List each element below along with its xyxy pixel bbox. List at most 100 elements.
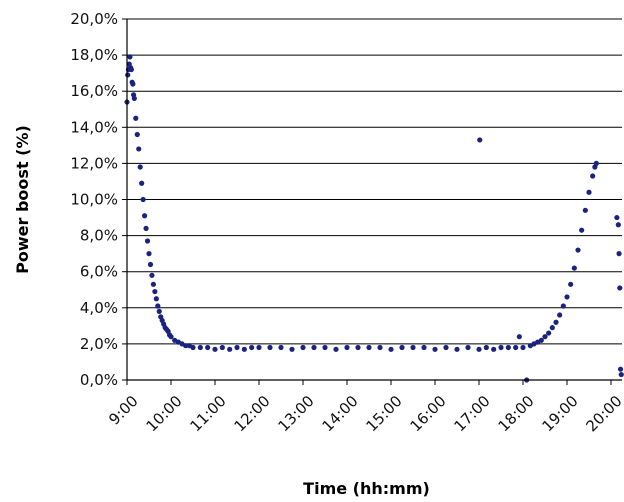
x-tick-label: 12:00: [230, 392, 273, 435]
data-point: [432, 346, 438, 352]
data-point: [483, 344, 489, 351]
data-point: [142, 213, 148, 219]
data-point: [241, 346, 247, 352]
y-tick-label: 16,0%: [70, 82, 118, 100]
data-point: [227, 346, 233, 352]
x-tick-label: 11:00: [186, 392, 229, 435]
data-point: [183, 343, 189, 349]
data-point: [137, 164, 143, 170]
data-point: [212, 346, 218, 352]
data-point: [134, 131, 140, 138]
data-point: [333, 346, 339, 352]
data-point: [615, 222, 621, 228]
data-point: [617, 366, 624, 372]
x-tick-label: 15:00: [362, 392, 405, 435]
data-point: [139, 180, 145, 186]
data-point: [538, 337, 544, 343]
data-point: [491, 346, 497, 352]
x-tick-label: 10:00: [142, 392, 185, 435]
data-point: [476, 346, 482, 352]
data-point: [150, 281, 156, 287]
data-point: [564, 294, 570, 300]
data-point: [147, 261, 154, 268]
data-point: [586, 189, 592, 195]
data-point: [443, 344, 449, 351]
data-point: [143, 225, 149, 231]
x-tick-label: 18:00: [494, 392, 537, 435]
data-point: [575, 247, 581, 253]
data-point: [465, 344, 471, 351]
data-point: [131, 95, 137, 102]
data-point: [617, 285, 623, 291]
data-point: [516, 334, 522, 340]
data-point: [149, 272, 155, 278]
y-tick-label: 2,0%: [80, 335, 118, 353]
x-tick-labels: 9:00 10:00 11:00 12:00 13:00 14:00 15:00 16:00 1…: [105, 392, 624, 435]
data-point: [618, 371, 624, 378]
data-point: [421, 344, 427, 351]
data-point: [289, 346, 295, 352]
data-point: [136, 146, 142, 152]
data-point: [156, 308, 162, 315]
y-tick-label: 12,0%: [70, 154, 118, 172]
data-point: [311, 344, 317, 351]
data-point: [127, 54, 133, 60]
x-tick-label: 19:00: [538, 392, 581, 435]
data-point: [560, 303, 566, 309]
data-point: [549, 325, 555, 331]
y-tick-labels: 0,0% 2,0% 4,0% 6,0% 8,0% 10,0% 12,0% 14,0% 16,0%…: [70, 10, 118, 389]
data-point: [146, 251, 152, 257]
data-point: [125, 72, 131, 78]
y-tick-label: 18,0%: [70, 46, 118, 64]
data-point: [377, 344, 383, 351]
data-point: [553, 319, 559, 325]
y-tick-label: 4,0%: [80, 299, 118, 317]
data-point: [614, 214, 620, 221]
data-point: [505, 344, 511, 351]
y-tick-label: 0,0%: [80, 371, 118, 389]
data-point: [322, 344, 328, 351]
data-point: [267, 344, 273, 351]
y-tick-label: 6,0%: [80, 263, 118, 281]
data-point: [144, 238, 151, 244]
x-tick-label: 14:00: [318, 392, 361, 435]
y-tick-label: 14,0%: [70, 118, 118, 136]
data-point: [344, 344, 350, 351]
data-point: [542, 334, 548, 340]
data-point: [168, 334, 174, 340]
x-tick-label: 20:00: [582, 392, 624, 435]
data-point: [582, 207, 588, 213]
data-point: [513, 344, 519, 351]
data-point: [234, 344, 240, 351]
data-point: [388, 346, 394, 352]
data-point: [557, 312, 563, 318]
y-axis-title: Power boost (%): [13, 125, 32, 274]
data-point: [355, 344, 361, 351]
data-point: [300, 344, 306, 351]
x-tick-label: 9:00: [105, 392, 142, 429]
y-tick-label: 10,0%: [70, 191, 118, 209]
data-point: [205, 344, 211, 351]
data-point: [477, 137, 483, 143]
data-point: [399, 344, 405, 351]
data-point: [616, 251, 622, 257]
data-point: [190, 344, 196, 351]
data-point: [249, 344, 255, 351]
gridlines: [122, 18, 622, 385]
data-point: [571, 265, 577, 271]
x-axis-title: Time (hh:mm): [303, 479, 430, 498]
data-point: [155, 303, 161, 309]
data-point: [579, 227, 585, 233]
data-point: [546, 330, 552, 336]
scatter-points: [124, 54, 624, 383]
data-point: [520, 344, 526, 351]
data-point: [593, 160, 599, 166]
data-point: [133, 115, 139, 121]
data-point: [366, 344, 372, 351]
data-point: [410, 344, 416, 351]
x-tick-label: 16:00: [406, 392, 449, 435]
data-point: [153, 296, 159, 302]
data-point: [219, 344, 225, 351]
data-point: [130, 81, 136, 87]
